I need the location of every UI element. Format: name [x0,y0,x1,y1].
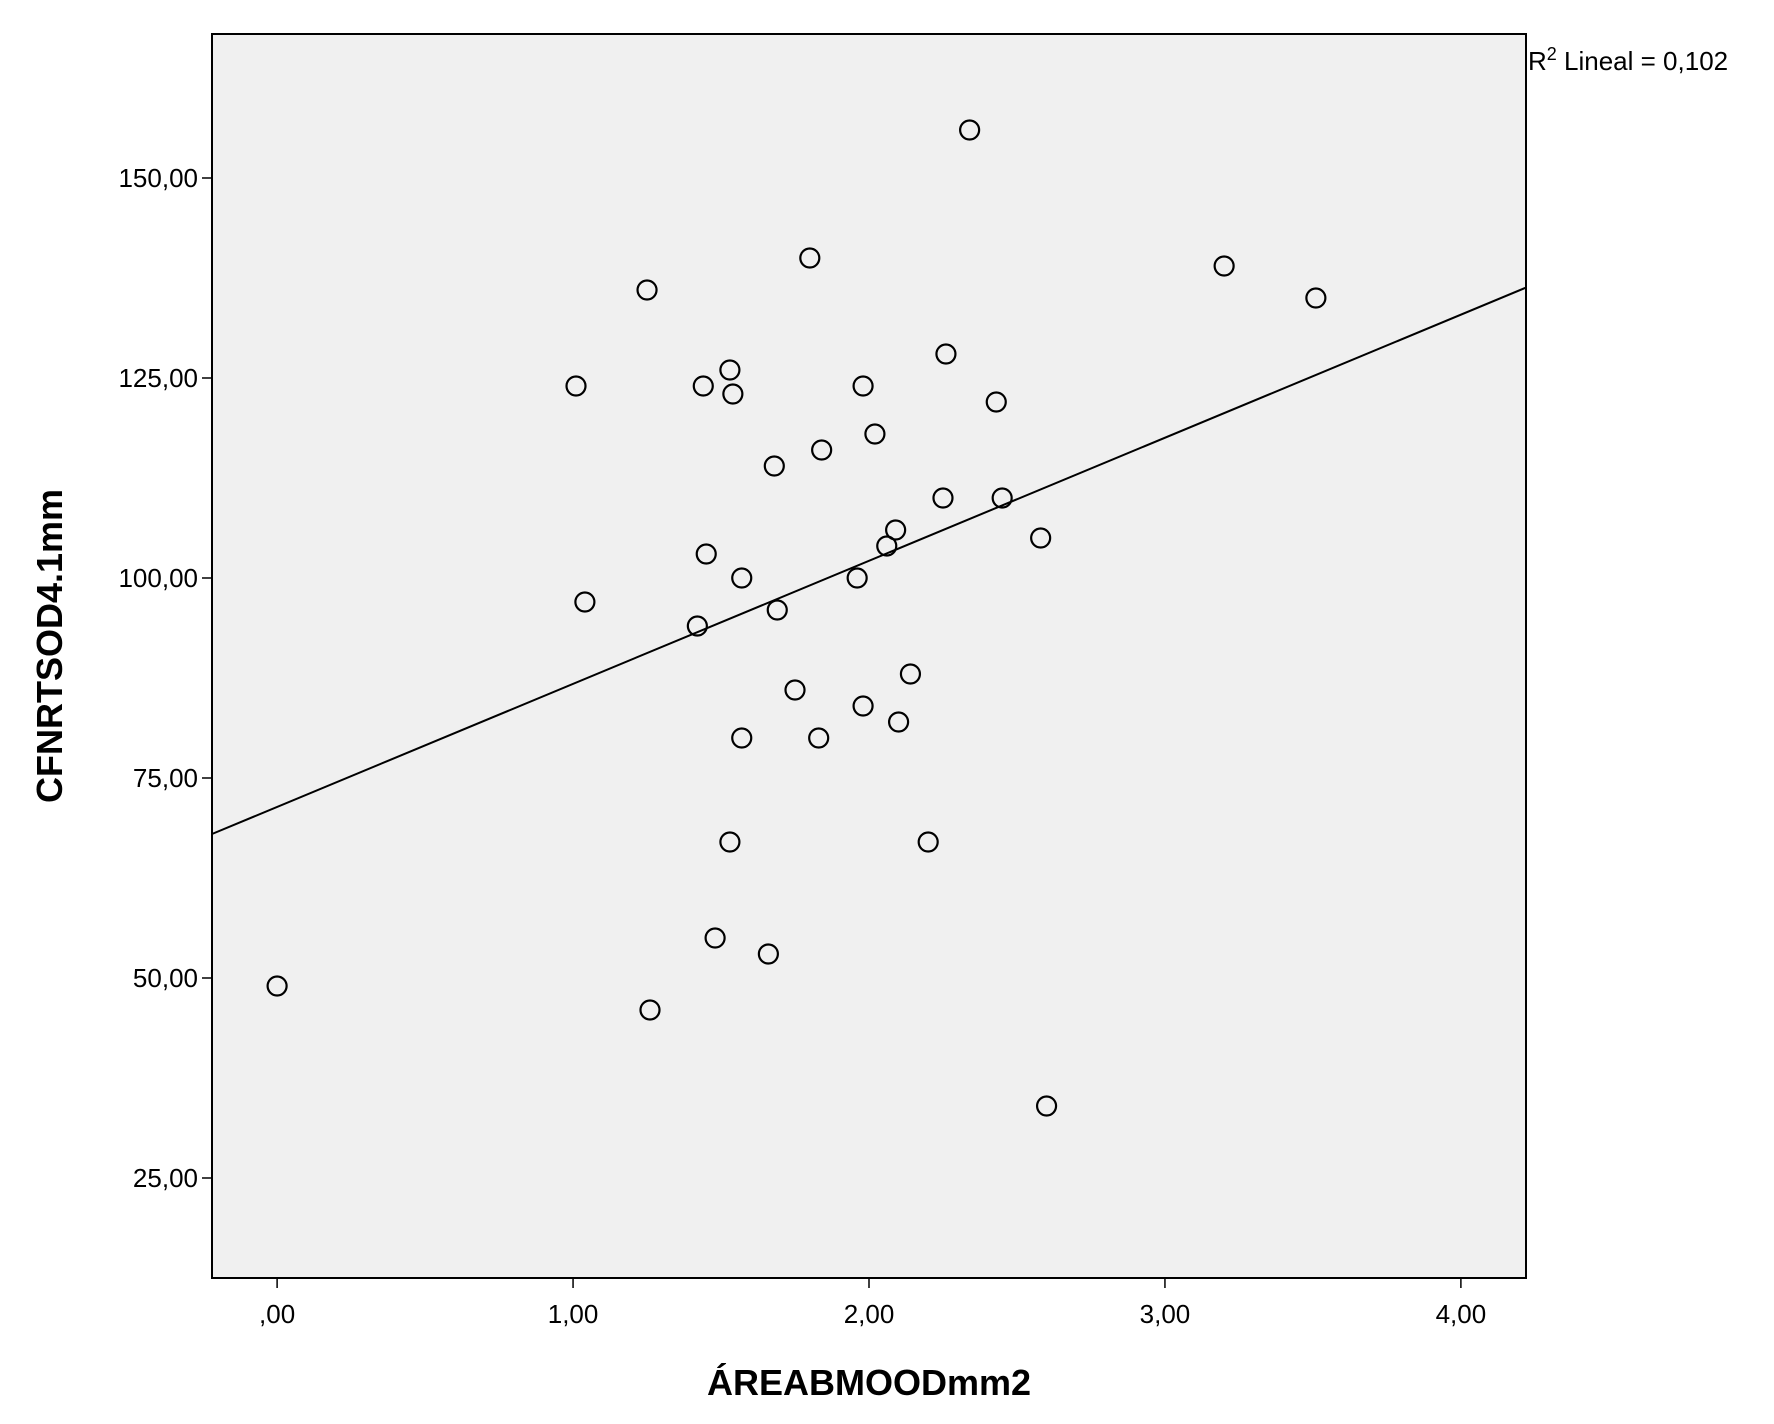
r-squared-value: Lineal = 0,102 [1557,46,1728,76]
data-point [864,423,886,445]
data-point [991,487,1013,509]
data-point [917,831,939,853]
y-tick-label: 125,00 [118,363,198,393]
x-tick-label: 2,00 [844,1299,895,1329]
data-point [885,519,907,541]
plot-area [211,33,1527,1279]
x-tick-label: 4,00 [1436,1299,1487,1329]
y-tick-label: 150,00 [118,163,198,193]
data-point [565,375,587,397]
data-point [985,391,1007,413]
data-point [574,591,596,613]
data-point [1305,287,1327,309]
data-point [799,247,821,269]
data-points [266,119,1327,1117]
data-point [852,375,874,397]
data-point [719,831,741,853]
data-point [1030,527,1052,549]
data-point [1035,1095,1058,1117]
data-point [846,567,868,589]
data-point [639,999,661,1021]
r-squared-label: R2 Lineal = 0,102 [1528,44,1728,76]
data-point [811,439,833,461]
data-point [695,543,717,565]
x-tick-label: 1,00 [548,1299,599,1329]
data-point [784,679,806,701]
data-point [757,943,779,965]
x-axis: ,00 1,00 2,00 3,00 4,00 [259,1278,1486,1329]
data-point [731,567,753,589]
data-point [266,975,288,997]
data-point [686,615,708,637]
x-tick-label: 3,00 [1140,1299,1191,1329]
r-squared-label-prefix: R [1528,46,1547,76]
y-tick-label: 100,00 [118,563,198,593]
data-point [852,695,874,717]
y-tick-label: 75,00 [133,763,198,793]
data-point [1213,255,1235,277]
data-point [704,927,726,949]
y-axis-label: CFNRTSOD4.1mm [29,489,70,803]
r-squared-superscript: 2 [1547,44,1557,64]
y-tick-label: 50,00 [133,963,198,993]
data-point [731,727,753,749]
data-point [692,375,714,397]
data-point [719,359,741,381]
data-point [899,663,922,685]
data-point [887,711,910,733]
data-point [959,119,981,141]
x-axis-label: ÁREABMOODmm2 [707,1362,1031,1403]
data-point [766,599,788,621]
data-point [932,487,954,509]
regression-line [211,286,1527,835]
data-point [876,535,898,557]
data-point [763,455,785,477]
data-point [935,343,957,365]
data-point [636,279,658,301]
y-tick-label: 25,00 [133,1163,198,1193]
y-axis: 25,00 50,00 75,00 100,00 125,00 150,00 [118,163,212,1193]
data-point [722,383,744,405]
data-point [808,727,830,749]
x-tick-label: ,00 [259,1299,295,1329]
